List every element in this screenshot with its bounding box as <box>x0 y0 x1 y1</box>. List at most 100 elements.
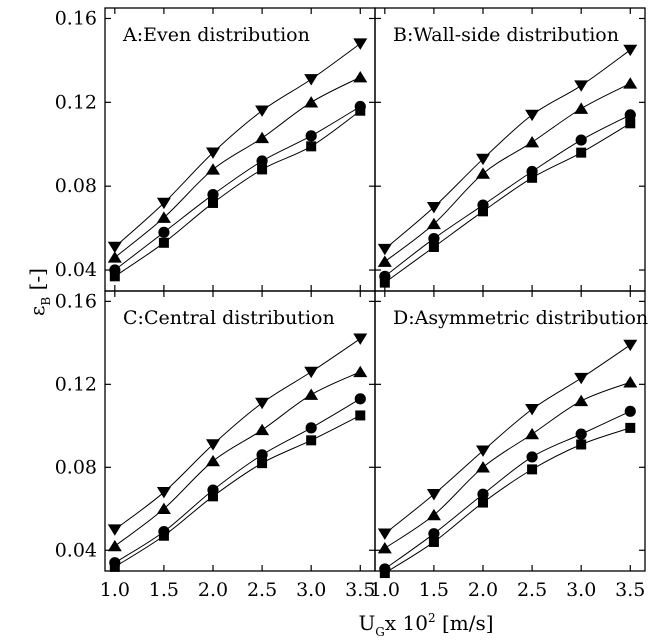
series-line <box>384 83 631 263</box>
data-point <box>426 217 441 230</box>
data-point <box>206 163 220 175</box>
data-point <box>527 172 538 183</box>
data-point <box>208 491 218 502</box>
series-triangle-up <box>377 376 638 554</box>
panel-title: C:Central distribution <box>123 307 335 329</box>
panel-title: A:Even distribution <box>122 24 310 46</box>
data-point <box>576 439 587 450</box>
data-point <box>426 489 441 501</box>
series-line <box>114 371 361 547</box>
data-point <box>477 488 489 500</box>
panel-frame <box>374 7 646 292</box>
data-point <box>478 206 488 217</box>
data-point <box>428 241 439 252</box>
panel-frame <box>374 290 646 572</box>
data-point <box>353 333 368 345</box>
panel-c: 1.0 1.5 2.0 2.5 3.0 3.5 0.04 0.08 0.12 0.16 C:Cent… <box>55 290 376 601</box>
data-point <box>574 394 589 407</box>
data-point <box>304 96 319 108</box>
panel-b: B:Wall-side distribution <box>374 7 646 292</box>
data-point <box>525 404 540 416</box>
data-point <box>478 497 488 508</box>
series-line <box>114 110 361 277</box>
panel-d: 1.0 1.5 2.0 2.5 3.0 3.5 D:Asymmetric distribut… <box>370 290 648 601</box>
y-tick-label: 0.12 <box>55 91 97 113</box>
data-point <box>476 445 490 457</box>
data-point <box>623 44 638 57</box>
y-axis-title: εB [-] <box>25 268 53 316</box>
data-point <box>575 134 587 146</box>
series-line <box>114 76 361 258</box>
data-point <box>158 226 170 238</box>
y-tick-label: 0.04 <box>55 539 97 561</box>
data-point <box>574 102 589 114</box>
data-point <box>158 530 169 541</box>
series-triangle-down <box>377 44 638 256</box>
y-tick-label: 0.16 <box>55 290 97 312</box>
data-point <box>574 80 589 92</box>
data-point <box>256 155 268 167</box>
y-axis-title-sub: B <box>39 297 53 306</box>
x-tick-label: 3.5 <box>345 579 375 601</box>
x-tick-label: 2.5 <box>247 579 277 601</box>
data-point <box>426 201 441 214</box>
data-point <box>623 339 638 352</box>
data-point <box>107 241 122 254</box>
x-tick-label: 1.5 <box>419 579 449 601</box>
data-point <box>306 435 317 446</box>
x-tick-label: 3.0 <box>566 579 596 601</box>
data-point <box>428 536 439 547</box>
series-triangle-up <box>107 70 368 263</box>
y-tick-label: 0.04 <box>55 259 97 281</box>
data-point <box>377 255 392 267</box>
panel-frame <box>104 7 376 292</box>
data-point <box>304 388 319 400</box>
x-axis-title-unit: [m/s] <box>436 611 494 635</box>
x-tick-label: 3.0 <box>296 579 326 601</box>
data-point <box>156 486 171 499</box>
y-axis-title-unit: [-] <box>25 268 49 297</box>
series-line <box>384 114 631 277</box>
x-axis-title-sub: G <box>375 625 385 639</box>
panels: 0.04 0.08 0.12 0.16 A:Even distribution B:Wal… <box>55 7 648 601</box>
data-point <box>574 372 589 385</box>
data-point <box>206 454 220 467</box>
panel-a: 0.04 0.08 0.12 0.16 A:Even distribution <box>55 7 376 292</box>
series-line <box>384 410 631 570</box>
series-circle <box>109 100 366 276</box>
data-point <box>623 376 638 388</box>
series-square <box>109 105 366 282</box>
data-point <box>426 508 441 521</box>
data-point <box>107 524 122 536</box>
y-tick-label: 0.08 <box>55 175 97 197</box>
data-point <box>377 541 392 554</box>
data-point <box>256 449 268 461</box>
series-triangle-down <box>377 339 638 540</box>
data-point <box>476 153 490 166</box>
data-point <box>625 422 636 433</box>
series-triangle-up <box>377 77 638 267</box>
series-line <box>384 122 631 284</box>
data-point <box>624 109 636 121</box>
panel-title: D:Asymmetric distribution <box>393 307 648 329</box>
x-tick-label: 1.0 <box>370 579 400 601</box>
series-line <box>114 414 361 568</box>
series-circle <box>109 393 366 569</box>
data-point <box>257 164 268 175</box>
data-point <box>575 428 587 440</box>
x-tick-label: 3.5 <box>615 579 645 601</box>
x-axis-title-sup: 2 <box>428 611 436 625</box>
data-point <box>624 405 636 417</box>
data-point <box>355 410 366 421</box>
data-point <box>109 271 120 282</box>
data-point <box>353 365 368 378</box>
y-tick-label: 0.16 <box>55 7 97 29</box>
panel-title: B:Wall-side distribution <box>393 24 619 46</box>
series-line <box>384 381 631 549</box>
data-point <box>156 502 171 514</box>
data-point <box>107 539 122 552</box>
x-tick-label: 2.0 <box>198 579 228 601</box>
x-tick-label: 1.0 <box>100 579 130 601</box>
data-point <box>304 74 319 86</box>
data-point <box>158 237 169 248</box>
